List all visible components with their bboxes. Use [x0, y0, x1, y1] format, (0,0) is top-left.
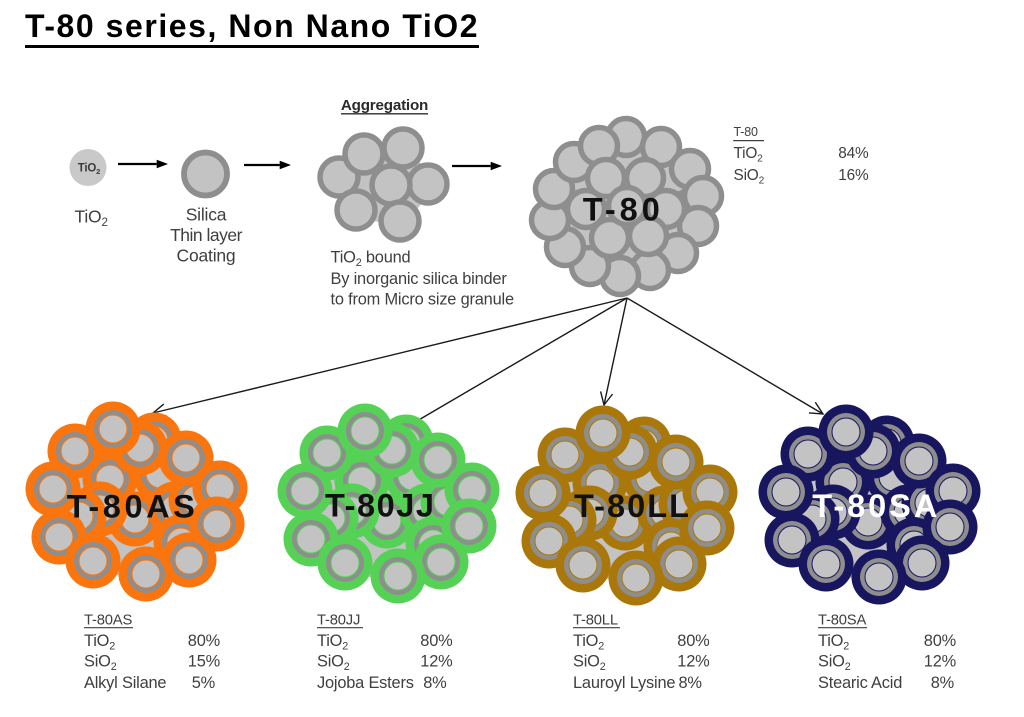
- svg-text:TiO2 bound: TiO2 bound: [331, 249, 411, 270]
- svg-text:12%: 12%: [420, 652, 452, 670]
- svg-text:TiO2: TiO2: [734, 145, 764, 164]
- svg-text:TiO2: TiO2: [75, 206, 108, 229]
- svg-text:SiO2: SiO2: [818, 652, 851, 673]
- svg-text:16%: 16%: [838, 167, 869, 184]
- svg-text:TiO2: TiO2: [573, 632, 604, 653]
- svg-text:8%: 8%: [931, 674, 954, 692]
- svg-text:8%: 8%: [423, 674, 446, 692]
- svg-text:12%: 12%: [677, 652, 709, 670]
- svg-text:T-80: T-80: [583, 192, 660, 228]
- svg-text:T-80LL: T-80LL: [573, 613, 618, 629]
- svg-text:Thin layer: Thin layer: [170, 225, 243, 245]
- svg-text:80%: 80%: [924, 632, 956, 650]
- svg-text:SiO2: SiO2: [84, 652, 117, 673]
- svg-text:Coating: Coating: [177, 246, 236, 266]
- svg-text:T-80SA: T-80SA: [818, 613, 866, 629]
- svg-text:15%: 15%: [188, 652, 220, 670]
- svg-text:By inorganic silica binder: By inorganic silica binder: [331, 270, 508, 288]
- svg-text:8%: 8%: [679, 674, 702, 692]
- svg-text:SiO2: SiO2: [573, 652, 606, 673]
- svg-text:Aggregation: Aggregation: [341, 97, 428, 114]
- svg-text:to from Micro size granule: to from Micro size granule: [331, 291, 514, 309]
- svg-text:12%: 12%: [924, 652, 956, 670]
- svg-text:80%: 80%: [188, 632, 220, 650]
- svg-text:SiO2: SiO2: [317, 652, 350, 673]
- svg-text:TiO2: TiO2: [84, 632, 115, 653]
- svg-text:TiO2: TiO2: [78, 163, 100, 177]
- svg-text:5%: 5%: [192, 674, 215, 692]
- svg-text:80%: 80%: [677, 632, 709, 650]
- svg-text:Stearic Acid: Stearic Acid: [818, 674, 902, 692]
- svg-text:80%: 80%: [420, 632, 452, 650]
- svg-text:T-80JJ: T-80JJ: [317, 613, 360, 629]
- svg-text:T-80AS: T-80AS: [84, 613, 132, 629]
- svg-text:SiO2: SiO2: [734, 167, 765, 186]
- svg-text:T-80LL: T-80LL: [574, 488, 689, 524]
- svg-text:Jojoba Esters: Jojoba Esters: [317, 674, 414, 692]
- svg-text:Lauroyl Lysine: Lauroyl Lysine: [573, 674, 675, 692]
- svg-text:Silica: Silica: [186, 205, 227, 225]
- svg-text:TiO2: TiO2: [317, 632, 348, 653]
- svg-text:T-80AS: T-80AS: [67, 489, 195, 525]
- svg-text:TiO2: TiO2: [818, 632, 849, 653]
- svg-text:T-80JJ: T-80JJ: [325, 488, 434, 524]
- svg-text:T-80SA: T-80SA: [812, 488, 937, 524]
- svg-text:Alkyl Silane: Alkyl Silane: [84, 674, 166, 692]
- svg-text:84%: 84%: [838, 145, 869, 162]
- svg-text:T-80: T-80: [734, 125, 758, 139]
